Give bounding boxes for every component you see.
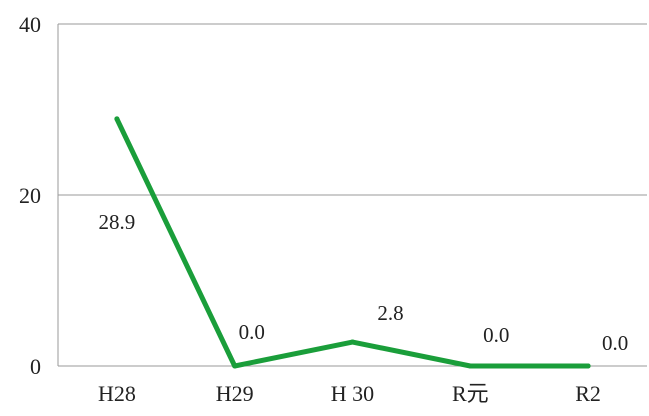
y-tick-label: 40: [19, 12, 41, 37]
gridlines: [57, 23, 647, 367]
data-labels: 28.9 0.0 2.8 0.0 0.0: [99, 210, 629, 355]
data-label: 2.8: [377, 301, 403, 325]
data-label: 0.0: [239, 320, 265, 344]
x-axis-ticks: H28 H29 H 30 R元 R2: [98, 381, 601, 406]
series-group: [114, 116, 591, 369]
x-tick-label: R元: [452, 381, 489, 406]
data-point: [467, 363, 473, 369]
y-tick-label: 20: [19, 183, 41, 208]
x-tick-label: H29: [216, 381, 254, 406]
series-line: [114, 116, 591, 369]
data-point: [350, 339, 355, 345]
data-point: [585, 363, 591, 369]
data-label: 0.0: [483, 323, 509, 347]
x-tick-label: H28: [98, 381, 136, 406]
data-point: [114, 116, 120, 122]
data-label: 0.0: [602, 331, 628, 355]
data-label: 28.9: [99, 210, 136, 234]
x-tick-label: H 30: [331, 381, 374, 406]
x-tick-label: R2: [575, 381, 601, 406]
y-tick-label: 0: [30, 354, 41, 379]
data-point: [232, 363, 238, 369]
y-axis-ticks: 0 20 40: [19, 12, 41, 379]
